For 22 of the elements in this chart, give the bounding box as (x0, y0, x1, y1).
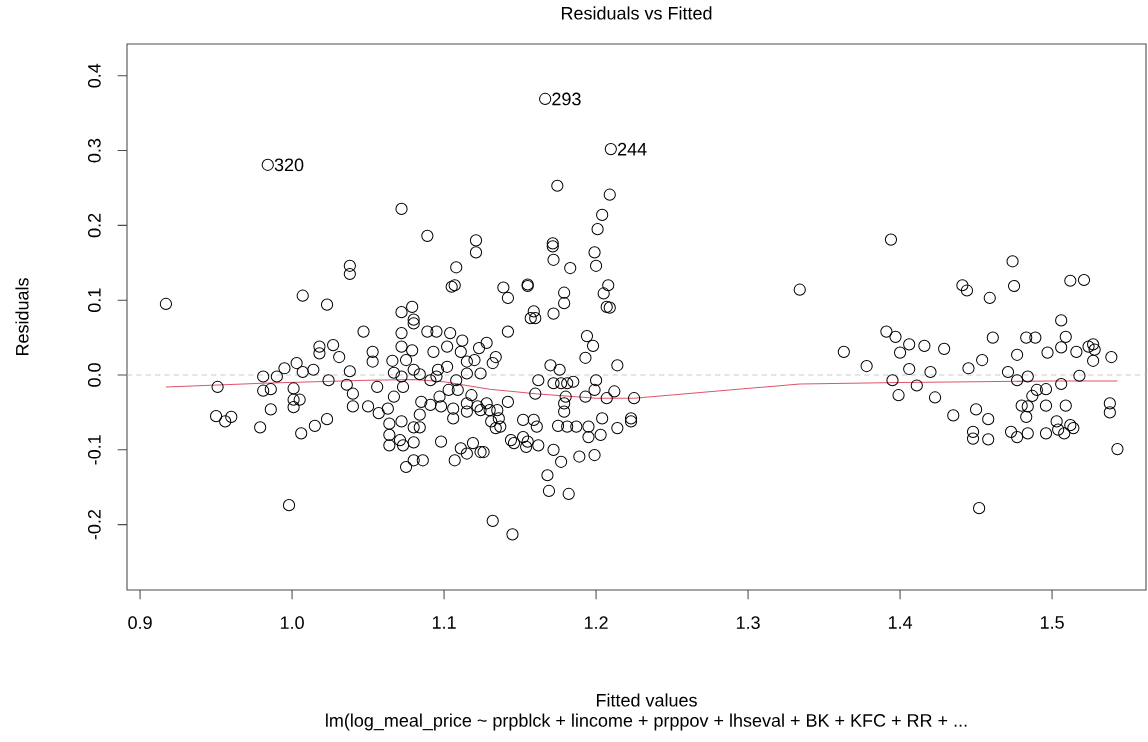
x-tick-label: 0.9 (128, 616, 152, 629)
y-tick-label: 0.3 (87, 138, 101, 163)
y-tick-label: 0.2 (87, 213, 101, 238)
text: lm(log_meal_price ~ prpblck + lincome + prppov + lhseval + BK + KFC + RR + ... (326, 713, 967, 731)
x-tick-label: 1.4 (888, 616, 913, 629)
y-tick-label: 0.0 (87, 363, 101, 387)
x-axis-title: Fitted values (596, 693, 697, 707)
annotation: 320 (274, 158, 304, 172)
y-tick-label: -0.2 (87, 510, 101, 540)
annotation: 244 (617, 142, 647, 156)
x-tick-label: 1.3 (736, 616, 760, 629)
y-tick-label: -0.1 (87, 435, 101, 465)
y-axis-title: Residuals (15, 278, 29, 356)
x-tick-label: 1.0 (280, 616, 304, 629)
chart-title: Residuals vs Fitted (561, 6, 712, 20)
x-tick-label: 1.1 (432, 616, 456, 629)
x-tick-label: 1.2 (584, 616, 608, 629)
annotation: 293 (552, 92, 581, 106)
x-tick-label: 1.5 (1040, 616, 1064, 629)
y-tick-label: 0.1 (87, 288, 101, 312)
y-tick-label: 0.4 (87, 63, 101, 88)
line-series (165, 378, 1118, 399)
